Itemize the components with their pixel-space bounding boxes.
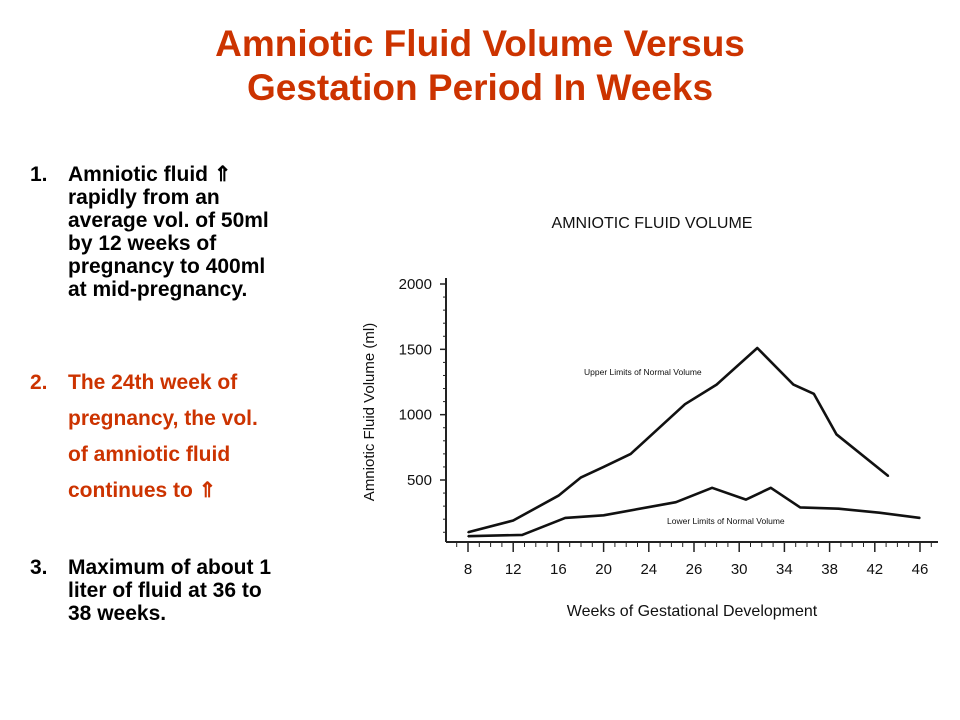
y-tick-label: 500	[407, 472, 432, 489]
lower-limit-point	[799, 506, 802, 509]
bullet-point-2: 2. The 24th week of pregnancy, the vol. …	[30, 365, 258, 509]
bullet-3-line-2: liter of fluid at 36 to	[68, 579, 262, 602]
lower-limit-point	[919, 517, 921, 519]
upper-limit-point	[887, 475, 890, 477]
y-tick-label: 1500	[399, 341, 432, 358]
lower-limit-point	[711, 487, 713, 489]
bullet-1-line-3: average vol. of 50ml	[68, 209, 269, 232]
upper-limit-label: Upper Limits of Normal Volume	[584, 367, 702, 377]
x-tick-label: 12	[505, 561, 522, 578]
upper-limit-point	[835, 433, 838, 436]
lower-limit-point	[467, 535, 469, 537]
upper-limit-point	[629, 453, 632, 455]
chart-axes	[445, 278, 938, 543]
bullet-3-line-1: Maximum of about 1	[68, 556, 272, 579]
lower-limit-point	[564, 517, 566, 519]
upper-limit-point	[602, 466, 605, 468]
bullet-number-2: 2.	[30, 371, 48, 394]
lower-limit-point	[837, 507, 840, 510]
x-tick-label: 38	[821, 561, 838, 578]
bullet-number-1: 1.	[30, 163, 48, 186]
upper-limit-point	[715, 383, 718, 386]
bullet-2-line-4: continues to ⇑	[68, 479, 217, 502]
bullet-1-line-5: pregnancy to 400ml	[68, 255, 266, 278]
upper-limit-point	[792, 383, 795, 386]
x-tick-label: 46	[912, 561, 929, 578]
x-tick-label: 24	[640, 561, 657, 578]
lower-limit-point	[675, 501, 677, 504]
x-tick-label: 26	[686, 561, 703, 578]
upper-limit-point	[812, 392, 815, 395]
lower-limit-point	[521, 534, 524, 536]
upper-limit-point	[684, 403, 686, 406]
lower-limit-point	[878, 511, 881, 514]
x-tick-label: 16	[550, 561, 567, 578]
bullet-3-line-3: 38 weeks.	[68, 602, 167, 625]
lower-limit-point	[770, 487, 772, 489]
x-tick-label: 20	[595, 561, 612, 578]
lower-limit-label: Lower Limits of Normal Volume	[667, 516, 785, 526]
bullet-2-line-1: The 24th week of	[68, 371, 238, 394]
bullet-1-line-2: rapidly from an	[68, 186, 220, 209]
y-axis-label: Amniotic Fluid Volume (ml)	[361, 323, 378, 501]
x-tick-label: 30	[731, 561, 748, 578]
bullet-1-line-6: at mid-pregnancy.	[68, 278, 248, 301]
bullet-point-1: 1. Amniotic fluid ⇑ rapidly from an aver…	[30, 163, 269, 301]
lower-limit-point	[745, 498, 747, 501]
bullet-2-line-2: pregnancy, the vol.	[68, 407, 258, 430]
slide-title-line-1: Amniotic Fluid Volume Versus	[215, 23, 745, 64]
y-tick-label: 2000	[399, 276, 432, 293]
x-tick-label: 34	[776, 561, 793, 578]
lower-limit-line	[467, 486, 921, 538]
bullet-1-line-4: by 12 weeks of	[68, 232, 217, 255]
x-axis-label: Weeks of Gestational Development	[567, 603, 818, 620]
chart-title: AMNIOTIC FLUID VOLUME	[552, 215, 753, 232]
chart-series: Upper Limits of Normal Volume Lower Limit…	[467, 346, 921, 538]
bullet-1-line-1: Amniotic fluid ⇑	[68, 163, 232, 186]
upper-limit-point	[756, 347, 759, 349]
y-tick-label: 1000	[399, 407, 432, 424]
bullet-point-3: 3. Maximum of about 1 liter of fluid at …	[30, 556, 271, 625]
slide-title-line-2: Gestation Period In Weeks	[246, 67, 714, 108]
x-tick-label: 8	[464, 561, 472, 578]
x-tick-label: 42	[866, 561, 883, 578]
upper-limit-point	[580, 476, 582, 479]
bullet-number-3: 3.	[30, 556, 48, 579]
slide-title: Amniotic Fluid Volume Versus Gestation P…	[0, 22, 960, 110]
amniotic-fluid-volume-chart: AMNIOTIC FLUID VOLUME Amniotic Fluid Vol…	[361, 215, 938, 620]
upper-limit-point	[557, 494, 560, 497]
x-axis-ticks: 8 12 16 20 24 26 30 34 38 42 46	[456, 542, 932, 578]
lower-limit-point	[602, 514, 605, 517]
y-axis-ticks: 500 1000 1500 2000	[399, 276, 446, 533]
bullet-2-line-3: of amniotic fluid	[68, 443, 231, 466]
upper-limit-point	[467, 531, 469, 534]
upper-limit-point	[512, 519, 514, 522]
